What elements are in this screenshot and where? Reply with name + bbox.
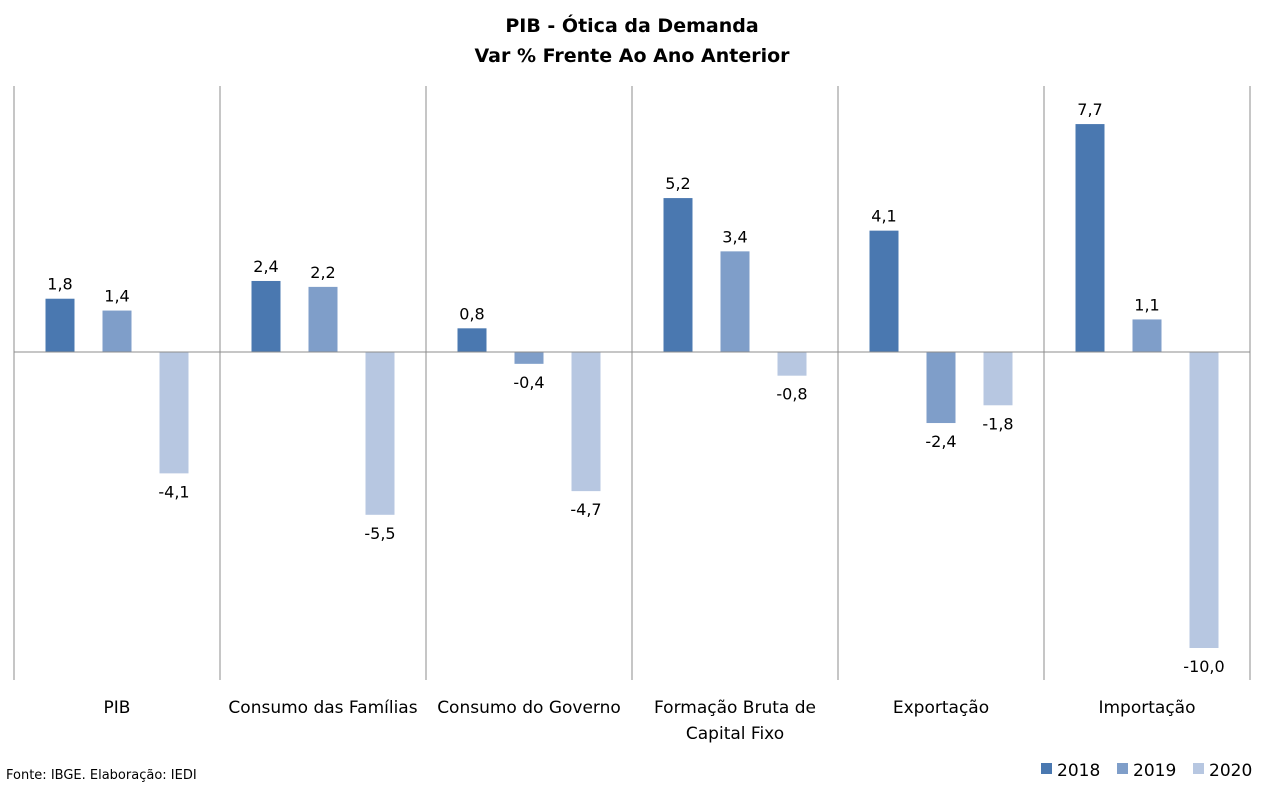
bar-2019-0 (102, 310, 132, 352)
bar-2018-1 (251, 280, 281, 352)
data-label-2018-4: 4,1 (871, 207, 896, 226)
bar-2020-3 (777, 352, 807, 376)
data-label-2020-0: -4,1 (158, 482, 189, 501)
chart-subtitle: Var % Frente Ao Ano Anterior (474, 45, 790, 67)
legend-label-2018: 2018 (1057, 761, 1100, 781)
category-label-5: Importação (1098, 698, 1195, 718)
category-label-3: Capital Fixo (686, 724, 784, 744)
data-label-2019-2: -0,4 (513, 373, 544, 392)
chart-title: PIB - Ótica da Demanda (505, 13, 758, 37)
bar-2019-4 (926, 352, 956, 424)
legend: 2018 2019 2020 (1041, 761, 1252, 781)
data-label-2019-3: 3,4 (722, 227, 747, 246)
category-label-1: Consumo das Famílias (228, 698, 417, 718)
bar-2018-0 (45, 298, 75, 352)
bar-2018-5 (1075, 124, 1105, 352)
bar-2019-1 (308, 286, 338, 352)
bar-2020-0 (159, 352, 189, 474)
category-label-4: Exportação (893, 698, 989, 718)
bar-2018-3 (663, 198, 693, 352)
legend-swatch-2020 (1193, 763, 1204, 774)
data-label-2020-3: -0,8 (776, 385, 807, 404)
data-label-2019-4: -2,4 (925, 432, 956, 451)
source-note: Fonte: IBGE. Elaboração: IEDI (6, 768, 197, 783)
data-label-2020-1: -5,5 (364, 524, 395, 543)
bar-2019-3 (720, 251, 750, 352)
data-label-2019-0: 1,4 (104, 287, 129, 306)
bar-2019-5 (1132, 319, 1162, 352)
legend-swatch-2018 (1041, 763, 1052, 774)
data-label-2018-3: 5,2 (665, 174, 690, 193)
bar-2020-4 (983, 352, 1013, 406)
data-label-2020-4: -1,8 (982, 414, 1013, 433)
bar-2020-1 (365, 352, 395, 515)
bar-2020-2 (571, 352, 601, 492)
data-label-2020-5: -10,0 (1183, 657, 1224, 676)
data-label-2020-2: -4,7 (570, 500, 601, 519)
legend-label-2019: 2019 (1133, 761, 1176, 781)
bar-2020-5 (1189, 352, 1219, 648)
data-label-2018-5: 7,7 (1077, 100, 1102, 119)
data-label-2018-2: 0,8 (459, 304, 484, 323)
category-label-3: Formação Bruta de (654, 698, 816, 718)
data-label-2019-1: 2,2 (310, 263, 335, 282)
bar-2019-2 (514, 352, 544, 364)
data-label-2018-1: 2,4 (253, 257, 278, 276)
data-label-2018-0: 1,8 (47, 275, 72, 294)
category-label-0: PIB (104, 698, 131, 718)
plot-area: 1,8 2,4 0,8 5,2 4,1 7,7 1,4 2,2 -0,4 3,4 -2,4 1,1 -4… (13, 86, 1251, 744)
category-label-2: Consumo do Governo (437, 698, 621, 718)
data-label-2019-5: 1,1 (1134, 295, 1159, 314)
legend-swatch-2019 (1117, 763, 1128, 774)
legend-label-2020: 2020 (1209, 761, 1252, 781)
bar-2018-2 (457, 328, 487, 352)
bar-2018-4 (869, 230, 899, 352)
